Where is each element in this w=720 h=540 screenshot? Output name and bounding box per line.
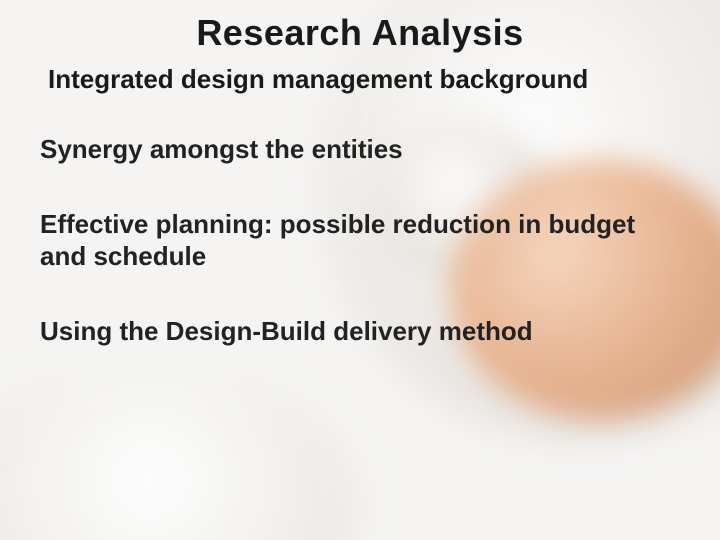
bg-shape-bottom-left [0,360,360,540]
slide-subtitle: Integrated design management background [48,64,680,95]
bullet-3: Using the Design-Build delivery method [40,315,680,348]
slide: Research Analysis Integrated design mana… [0,0,720,540]
slide-title: Research Analysis [40,12,680,54]
slide-content: Research Analysis Integrated design mana… [0,0,720,347]
bullet-2: Effective planning: possible reduction i… [40,208,680,273]
bullet-1: Synergy amongst the entities [40,133,680,166]
